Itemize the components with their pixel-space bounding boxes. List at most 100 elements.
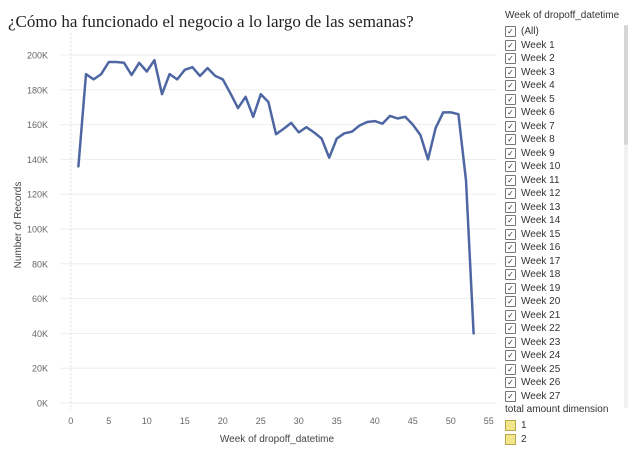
checkbox-checked-icon[interactable]: ✓ xyxy=(505,53,516,65)
filter-item[interactable]: ✓ Week 21 xyxy=(505,309,625,323)
filter-item[interactable]: ✓ Week 26 xyxy=(505,376,625,390)
y-axis-label: Number of Records xyxy=(13,182,24,269)
y-tick-label: 0K xyxy=(37,399,48,409)
filter-item[interactable]: ✓ Week 22 xyxy=(505,322,625,336)
filter-item-label: Week 24 xyxy=(521,350,561,362)
checkbox-checked-icon[interactable]: ✓ xyxy=(505,363,516,375)
filter-item-label: Week 20 xyxy=(521,296,561,308)
checkbox-checked-icon[interactable]: ✓ xyxy=(505,188,516,200)
line-chart: 0K 20K 40K 60K 80K 100K 120K 140K 160K 180K 200K 0… xyxy=(13,33,497,445)
checkbox-checked-icon[interactable]: ✓ xyxy=(505,26,516,38)
x-tick-label: 35 xyxy=(332,416,342,426)
checkbox-checked-icon[interactable]: ✓ xyxy=(505,336,516,348)
filter-item-label: Week 1 xyxy=(521,39,555,51)
checkbox-checked-icon[interactable]: ✓ xyxy=(505,93,516,105)
filter-item[interactable]: ✓ Week 1 xyxy=(505,39,625,53)
filter-item[interactable]: ✓ Week 11 xyxy=(505,174,625,188)
x-axis-ticks: 0 5 10 15 20 25 30 35 40 45 50 55 xyxy=(68,416,494,426)
filter-item[interactable]: ✓ Week 3 xyxy=(505,66,625,80)
filter-item-label: (All) xyxy=(521,26,539,38)
filter-item[interactable]: ✓ Week 17 xyxy=(505,255,625,269)
checkbox-checked-icon[interactable]: ✓ xyxy=(505,390,516,402)
filter-scroll-thumb[interactable] xyxy=(624,25,628,145)
checkbox-checked-icon[interactable]: ✓ xyxy=(505,323,516,335)
filter-item[interactable]: ✓ Week 13 xyxy=(505,201,625,215)
y-tick-label: 200K xyxy=(27,51,48,61)
filter-title: Week of dropoff_datetime xyxy=(505,10,620,21)
filter-item-label: Week 14 xyxy=(521,215,561,227)
legend: total amount dimension 1 2 xyxy=(505,404,633,446)
checkbox-checked-icon[interactable]: ✓ xyxy=(505,134,516,146)
filter-list: ✓ (All) ✓ Week 1 ✓ Week 2 ✓ Week 3 ✓ Week 4 ✓ Week … xyxy=(505,25,625,408)
y-tick-label: 180K xyxy=(27,85,48,95)
chart-title: ¿Cómo ha funcionado el negocio a lo larg… xyxy=(8,12,414,31)
filter-item[interactable]: ✓ Week 27 xyxy=(505,390,625,404)
checkbox-checked-icon[interactable]: ✓ xyxy=(505,161,516,173)
filter-item[interactable]: ✓ Week 2 xyxy=(505,52,625,66)
checkbox-checked-icon[interactable]: ✓ xyxy=(505,107,516,119)
filter-item[interactable]: ✓ Week 18 xyxy=(505,268,625,282)
filter-item[interactable]: ✓ Week 12 xyxy=(505,187,625,201)
filter-item-label: Week 21 xyxy=(521,309,561,321)
checkbox-checked-icon[interactable]: ✓ xyxy=(505,66,516,78)
filter-item-label: Week 10 xyxy=(521,161,561,173)
x-tick-label: 0 xyxy=(68,416,73,426)
filter-item[interactable]: ✓ Week 5 xyxy=(505,93,625,107)
week-filter-panel: Week of dropoff_datetime ✓ (All) ✓ Week 1 ✓ W… xyxy=(505,10,633,408)
legend-item-label: 1 xyxy=(521,419,527,431)
filter-item-label: Week 5 xyxy=(521,93,555,105)
x-axis-label: Week of dropoff_datetime xyxy=(220,434,335,445)
checkbox-checked-icon[interactable]: ✓ xyxy=(505,350,516,362)
legend-item[interactable]: 1 xyxy=(505,418,633,432)
filter-item[interactable]: ✓ Week 8 xyxy=(505,133,625,147)
x-tick-label: 50 xyxy=(446,416,456,426)
checkbox-checked-icon[interactable]: ✓ xyxy=(505,215,516,227)
filter-item[interactable]: ✓ Week 4 xyxy=(505,79,625,93)
filter-item[interactable]: ✓ Week 19 xyxy=(505,282,625,296)
filter-item[interactable]: ✓ Week 25 xyxy=(505,363,625,377)
checkbox-checked-icon[interactable]: ✓ xyxy=(505,39,516,51)
legend-item[interactable]: 2 xyxy=(505,432,633,446)
gridlines xyxy=(60,54,497,404)
filter-item-label: Week 25 xyxy=(521,363,561,375)
checkbox-checked-icon[interactable]: ✓ xyxy=(505,242,516,254)
filter-item[interactable]: ✓ Week 6 xyxy=(505,106,625,120)
checkbox-checked-icon[interactable]: ✓ xyxy=(505,309,516,321)
checkbox-checked-icon[interactable]: ✓ xyxy=(505,174,516,186)
checkbox-checked-icon[interactable]: ✓ xyxy=(505,269,516,281)
filter-item-label: Week 4 xyxy=(521,80,555,92)
filter-item[interactable]: ✓ Week 16 xyxy=(505,241,625,255)
y-axis-ticks: 0K 20K 40K 60K 80K 100K 120K 140K 160K 180K 200K xyxy=(27,51,48,409)
checkbox-checked-icon[interactable]: ✓ xyxy=(505,228,516,240)
filter-item[interactable]: ✓ Week 15 xyxy=(505,228,625,242)
checkbox-checked-icon[interactable]: ✓ xyxy=(505,282,516,294)
checkbox-checked-icon[interactable]: ✓ xyxy=(505,377,516,389)
x-tick-label: 55 xyxy=(484,416,494,426)
filter-item[interactable]: ✓ Week 23 xyxy=(505,336,625,350)
filter-item[interactable]: ✓ (All) xyxy=(505,25,625,39)
y-tick-label: 80K xyxy=(32,259,48,269)
x-tick-label: 25 xyxy=(256,416,266,426)
y-tick-label: 120K xyxy=(27,190,48,200)
checkbox-checked-icon[interactable]: ✓ xyxy=(505,201,516,213)
y-tick-label: 20K xyxy=(32,364,48,374)
filter-item[interactable]: ✓ Week 7 xyxy=(505,120,625,134)
filter-item-label: Week 15 xyxy=(521,228,561,240)
checkbox-checked-icon[interactable]: ✓ xyxy=(505,120,516,132)
legend-swatch xyxy=(505,433,516,445)
filter-item-label: Week 11 xyxy=(521,174,560,186)
filter-item-label: Week 18 xyxy=(521,269,561,281)
checkbox-checked-icon[interactable]: ✓ xyxy=(505,147,516,159)
x-tick-label: 30 xyxy=(294,416,304,426)
filter-item[interactable]: ✓ Week 10 xyxy=(505,160,625,174)
checkbox-checked-icon[interactable]: ✓ xyxy=(505,80,516,92)
filter-item[interactable]: ✓ Week 14 xyxy=(505,214,625,228)
filter-item[interactable]: ✓ Week 20 xyxy=(505,295,625,309)
filter-item-label: Week 6 xyxy=(521,107,555,119)
filter-scrollbar[interactable] xyxy=(624,25,628,408)
checkbox-checked-icon[interactable]: ✓ xyxy=(505,296,516,308)
checkbox-checked-icon[interactable]: ✓ xyxy=(505,255,516,267)
filter-item[interactable]: ✓ Week 24 xyxy=(505,349,625,363)
filter-item-label: Week 16 xyxy=(521,242,561,254)
filter-item[interactable]: ✓ Week 9 xyxy=(505,147,625,161)
